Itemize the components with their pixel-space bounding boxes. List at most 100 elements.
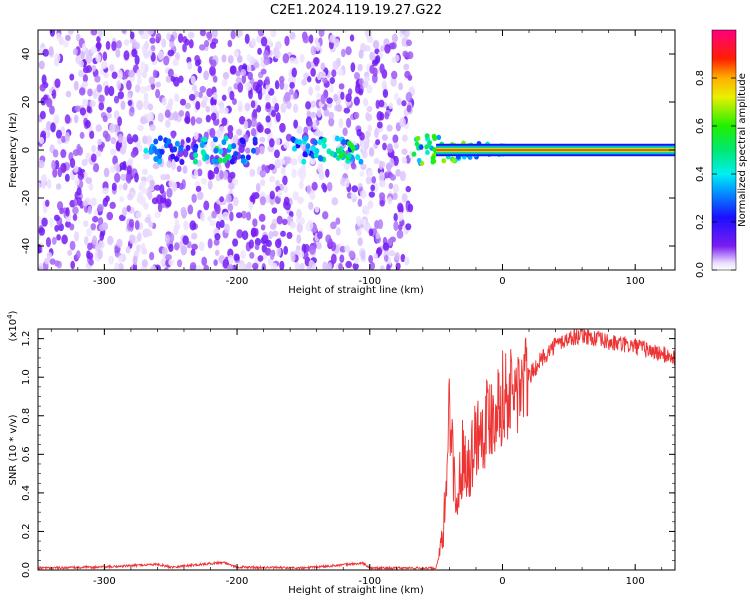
spectrogram-cell <box>382 142 387 151</box>
spectrogram-cell <box>72 149 80 157</box>
spectrogram-cell <box>101 61 108 70</box>
spectrogram-cell <box>57 167 63 178</box>
spectrogram-cell <box>393 220 399 232</box>
spectrogram-cell <box>254 237 261 247</box>
spectrogram-cell <box>328 238 333 248</box>
spectrogram-cell <box>65 34 71 42</box>
snr-xlabel: Height of straight line (km) <box>288 585 424 596</box>
spectrogram-cell <box>297 196 304 204</box>
spectrogram-cell <box>173 210 179 219</box>
spectrogram-cell <box>38 244 42 254</box>
y-tick-label: 1.2 <box>21 331 32 347</box>
spectrogram-cell <box>222 258 230 269</box>
spectrogram-cell <box>345 93 352 103</box>
spectrogram-cell <box>149 124 156 132</box>
spectrogram-cell <box>157 112 164 123</box>
spectrogram-cell <box>233 82 239 90</box>
spectrogram-signal-cell <box>231 143 237 150</box>
spectrogram-signal-cell <box>301 158 307 165</box>
spectrogram-cell <box>73 165 79 173</box>
spectrogram-cell <box>117 133 124 144</box>
spectrogram-cell <box>344 245 351 253</box>
spectrogram-cell <box>308 201 314 211</box>
spectrogram-cell <box>144 40 149 50</box>
spectrogram-cell <box>55 183 62 190</box>
spectrogram-cell <box>82 98 89 107</box>
spectrogram-cell <box>116 238 123 248</box>
spectrogram-cell <box>73 80 79 91</box>
spectrogram-cell <box>191 243 198 251</box>
svg-text:(x104): (x104) <box>6 310 19 341</box>
spectrogram-cell <box>81 81 89 88</box>
spectrogram-cell <box>64 114 71 124</box>
spectrogram-cell <box>264 247 272 256</box>
spectrogram-cell <box>95 150 102 158</box>
spectrogram-cell <box>322 211 329 220</box>
spectrogram-cell <box>93 209 99 218</box>
spectrogram-transition-cell <box>432 135 438 141</box>
spectrogram-cell <box>316 72 322 81</box>
spectrogram-signal-cell <box>338 152 344 159</box>
spectrogram-cell <box>150 44 156 52</box>
spectrogram-cell <box>236 229 244 239</box>
spectrogram-cell <box>382 242 390 251</box>
spectrogram-cell <box>84 120 91 129</box>
spectrogram-cell <box>65 90 72 98</box>
spectrogram-signal-cell <box>202 136 208 143</box>
x-tick-label: -300 <box>93 576 116 587</box>
spectrogram-cell <box>312 121 317 130</box>
spectrogram-signal-cell <box>240 158 246 165</box>
spectrogram-cell <box>88 183 94 191</box>
spectrogram-cell <box>232 134 239 145</box>
spectrogram-cell <box>54 224 60 232</box>
spectrogram-signal-cell <box>314 147 320 154</box>
spectrogram-x-axis: -300 -200 -100 0 100 <box>50 30 663 287</box>
spectrogram-cell <box>87 88 93 97</box>
spectrogram-cell <box>147 189 153 201</box>
spectrogram-cell <box>290 158 298 166</box>
spectrogram-cell <box>214 204 221 215</box>
spectrogram-cell <box>276 215 283 225</box>
y-tick-label: 40 <box>21 48 32 61</box>
spectrogram-signal-cell <box>252 136 258 143</box>
spectrogram-cell <box>342 30 349 34</box>
spectrogram-cell <box>282 177 288 184</box>
spectrogram-cell <box>400 253 406 263</box>
spectrogram-cell <box>80 50 85 60</box>
spectrogram-cell <box>106 106 112 113</box>
y-tick-label: 0.2 <box>21 523 32 539</box>
spectrogram-cell <box>46 178 52 190</box>
spectrogram-cell <box>402 50 409 58</box>
spectrogram-cell <box>165 254 172 261</box>
spectrogram-cell <box>240 210 247 219</box>
spectrogram-cell <box>211 210 217 219</box>
spectrogram-cell <box>224 223 230 234</box>
spectrogram-cell <box>168 232 175 243</box>
spectrogram-cell <box>56 32 62 42</box>
spectrogram-cell <box>197 168 203 177</box>
spectrogram-cell <box>373 67 378 78</box>
spectrogram-cell <box>203 264 210 270</box>
spectrogram-cell <box>115 48 121 58</box>
spectrogram-cell <box>97 203 104 212</box>
spectrogram-signal-cell <box>348 142 354 149</box>
spectrogram-cell <box>69 240 76 251</box>
spectrogram-signal-cell <box>159 148 165 155</box>
spectrogram-cell <box>288 88 294 96</box>
spectrogram-cell <box>227 174 233 184</box>
spectrogram-cell <box>200 177 207 185</box>
spectrogram-cell <box>299 217 305 226</box>
spectrogram-signal-cell <box>200 149 206 156</box>
spectrogram-signal-cell <box>335 148 341 155</box>
spectrogram-cell <box>237 105 243 112</box>
spectrogram-cell <box>237 82 244 93</box>
spectrogram-cell <box>221 78 228 87</box>
spectrogram-cell <box>109 201 116 210</box>
spectrogram-cell <box>403 63 410 71</box>
spectrogram-cell <box>376 121 383 129</box>
spectrogram-cell <box>52 168 58 178</box>
spectrogram-cell <box>391 33 398 43</box>
spectrogram-cell <box>360 190 367 199</box>
spectrogram-cell <box>160 174 167 181</box>
spectrogram-cell <box>255 83 263 94</box>
